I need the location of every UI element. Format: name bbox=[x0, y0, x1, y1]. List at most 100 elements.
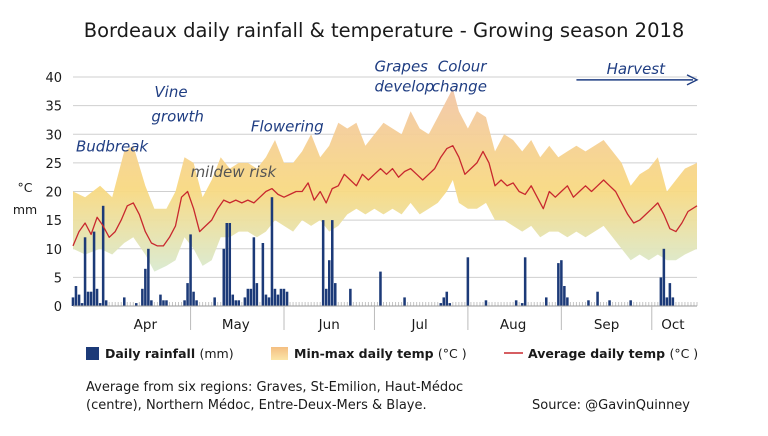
rainfall-bar bbox=[77, 294, 81, 306]
rainfall-bar bbox=[403, 297, 406, 306]
legend-name-avg: Average daily temp bbox=[528, 346, 669, 361]
x-tick-label: Apr bbox=[134, 317, 158, 333]
legend-swatch-minmax bbox=[271, 347, 288, 360]
rainfall-bar bbox=[321, 220, 325, 306]
rainfall-bar bbox=[249, 288, 253, 306]
annotation-label: Vine bbox=[154, 83, 187, 101]
rainfall-bar bbox=[514, 300, 518, 306]
rainfall-bar bbox=[213, 297, 216, 306]
legend-name-minmax: Min-max daily temp bbox=[294, 346, 438, 361]
harvest-arrow-head bbox=[686, 74, 699, 86]
avg-temp-line bbox=[72, 145, 698, 247]
rainfall-bar bbox=[520, 303, 524, 306]
y-tick-label: 35 bbox=[45, 100, 62, 115]
annotation-label: Flowering bbox=[251, 117, 324, 135]
rainfall-bar bbox=[189, 234, 192, 306]
y-axis-label-celsius: °C bbox=[18, 180, 33, 195]
rainfall-bar bbox=[325, 288, 328, 306]
legend-label-avg: Average daily temp (°C ) bbox=[528, 346, 698, 361]
annotation-label: Colour bbox=[438, 57, 488, 75]
rainfall-bar bbox=[285, 291, 289, 306]
rainfall-bar bbox=[629, 300, 632, 306]
rainfall-bar bbox=[545, 297, 548, 306]
rainfall-bar bbox=[282, 288, 286, 306]
rainfall-bar bbox=[557, 263, 560, 306]
rainfall-bar bbox=[228, 223, 232, 306]
rainfall-bar bbox=[74, 286, 78, 306]
annotation-label: Grapes bbox=[374, 57, 428, 75]
y-tick-label: 40 bbox=[45, 71, 62, 86]
rainfall-bar bbox=[349, 288, 352, 306]
rainfall-bar bbox=[135, 303, 138, 306]
rainfall-bar bbox=[246, 288, 250, 306]
rainfall-bar bbox=[442, 297, 446, 306]
footnote-line-1: Average from six regions: Graves, St-Emi… bbox=[86, 380, 463, 395]
rainfall-bar bbox=[665, 297, 669, 306]
rainfall-bar bbox=[671, 297, 675, 306]
x-tick-label: May bbox=[222, 317, 250, 333]
rainfall-bar bbox=[466, 257, 470, 306]
rainfall-bar bbox=[270, 197, 274, 306]
rainfall-bar bbox=[276, 294, 280, 306]
rainfall-bar bbox=[95, 288, 99, 306]
legend-name-rainfall: Daily rainfall bbox=[105, 346, 199, 361]
rainfall-bar bbox=[668, 283, 672, 306]
rainfall-bar bbox=[222, 248, 226, 307]
rainfall-bar bbox=[186, 283, 189, 306]
x-tick-label: Aug bbox=[500, 317, 526, 333]
rainfall-bar bbox=[89, 291, 93, 306]
rainfall-bar bbox=[334, 283, 337, 306]
annotation-label: mildew risk bbox=[191, 163, 278, 181]
rainfall-bar bbox=[86, 291, 90, 306]
rainfall-bar bbox=[261, 243, 265, 306]
rainfall-bar bbox=[267, 297, 271, 306]
rainfall-bar bbox=[560, 260, 563, 306]
rainfall-bar bbox=[439, 303, 443, 306]
rainfall-bar bbox=[101, 205, 105, 306]
rainfall-bar bbox=[237, 300, 241, 306]
y-tick-label: 15 bbox=[45, 214, 62, 229]
rainfall-bar bbox=[83, 237, 87, 306]
rainfall-bar bbox=[566, 297, 569, 306]
y-axis-label-mm: mm bbox=[13, 202, 37, 217]
rainfall-bar bbox=[123, 297, 126, 306]
annotation-label: Budbreak bbox=[76, 137, 149, 155]
source-credit: Source: @GavinQuinney bbox=[532, 398, 690, 413]
legend-label-rainfall: Daily rainfall (mm) bbox=[105, 346, 234, 361]
rainfall-bar bbox=[523, 257, 527, 306]
rainfall-bar bbox=[662, 248, 666, 307]
rainfall-bar bbox=[243, 297, 247, 306]
legend-label-minmax: Min-max daily temp (°C ) bbox=[294, 346, 467, 361]
annotation-label: develop bbox=[374, 77, 434, 95]
rainfall-bar bbox=[252, 237, 256, 306]
rainfall-bar bbox=[255, 283, 259, 306]
rainfall-bar bbox=[264, 294, 268, 306]
annotation-label: Harvest bbox=[607, 60, 667, 78]
rainfall-bar bbox=[328, 260, 331, 306]
rainfall-bar bbox=[225, 223, 229, 306]
rainfall-bar bbox=[162, 300, 165, 306]
rainfall-bar bbox=[445, 291, 449, 306]
rainfall-bar bbox=[104, 300, 108, 306]
rainfall-bar bbox=[608, 300, 611, 306]
rainfall-bar bbox=[195, 300, 198, 306]
rainfall-bar bbox=[379, 271, 382, 306]
rainfall-bar bbox=[448, 303, 452, 306]
rainfall-bar bbox=[279, 288, 283, 306]
rainfall-bar bbox=[98, 303, 102, 306]
rainfall-bar bbox=[144, 268, 147, 306]
footnote-line-2: (centre), Northern Médoc, Entre-Deux-Mer… bbox=[86, 398, 427, 413]
legend-unit-avg: (°C ) bbox=[669, 346, 698, 361]
rainfall-bar bbox=[92, 231, 96, 306]
x-tick-label: Sep bbox=[594, 317, 619, 333]
rainfall-bar bbox=[183, 300, 186, 306]
y-tick-label: 10 bbox=[45, 243, 62, 258]
y-tick-label: 5 bbox=[54, 271, 62, 286]
chart-title: Bordeaux daily rainfall & temperature - … bbox=[84, 19, 685, 42]
annotation-label: growth bbox=[151, 108, 204, 126]
legend-swatch-rainfall bbox=[86, 347, 99, 360]
rainfall-bar bbox=[659, 277, 663, 306]
rainfall-bar bbox=[141, 288, 144, 306]
